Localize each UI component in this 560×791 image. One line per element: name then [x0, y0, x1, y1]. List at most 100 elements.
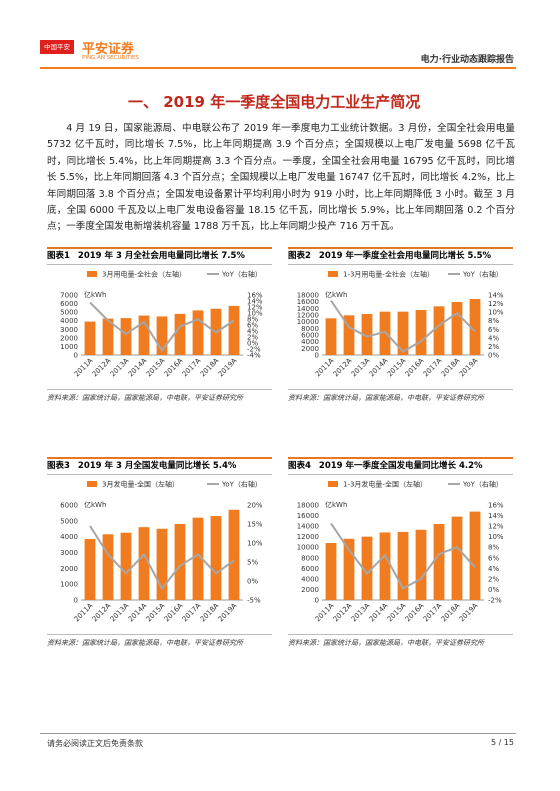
figure: 图表1 2019 年 3 月全社会用电量同比增长 7.5% 3月用电量-全社会（左轴… — [47, 247, 272, 403]
yticks-label: 12000 — [297, 533, 319, 541]
legend-swatch — [328, 271, 338, 277]
y2ticks-label: 0% — [488, 586, 499, 594]
y2ticks-label: 5% — [247, 559, 258, 567]
section-title: 一、 2019 年一季度全国电力工业生产简况 — [128, 93, 421, 111]
y2ticks-label: -2% — [488, 597, 502, 605]
figure-header: 图表3 2019 年 3 月全国发电量同比增长 5.4% — [47, 457, 272, 475]
footer-rule — [40, 733, 516, 734]
yticks-label: 0 — [74, 597, 78, 605]
x-tick-label: 2019A — [217, 357, 239, 379]
chart: 3月发电量-全国（左轴） YoY（右轴） 亿kWh 0 1000 2000 3000 4000… — [60, 480, 263, 624]
y2ticks-label: 0% — [247, 578, 258, 586]
legend-label: 3月用电量-全社会（左轴） — [102, 270, 186, 279]
figure-label: 图表1 — [47, 251, 70, 261]
x-tick-label: 2012A — [91, 357, 113, 379]
yticks-label: 14000 — [297, 305, 319, 313]
y2ticks-label: 6% — [488, 326, 499, 334]
bar — [138, 527, 150, 600]
x-tick-label: 2017A — [181, 357, 203, 379]
yticks-label: 2000 — [301, 586, 319, 594]
chart: 1-3月发电量-全国（左轴） YoY（右轴） 亿kWh 0 2000 4000 6000 80… — [297, 480, 504, 624]
figure-header: 图表1 2019 年 3 月全社会用电量同比增长 7.5% — [47, 247, 272, 265]
x-tick-label: 2012A — [332, 602, 354, 624]
x-tick-label: 2017A — [422, 357, 444, 379]
line — [89, 525, 235, 591]
bar — [397, 311, 409, 355]
y-axis-unit: 亿kWh — [84, 500, 106, 509]
y-axis-unit: 亿kWh — [325, 290, 347, 299]
line — [89, 301, 235, 353]
x-tick-label: 2014A — [127, 602, 149, 624]
x-tick-label: 2019A — [458, 357, 480, 379]
x-tick-label: 2016A — [404, 602, 426, 624]
paragraph: 4 月 19 日，国家能源局、中电联公布了 2019 年一季度电力工业统计数据。… — [47, 123, 515, 233]
figure-title: 2019 年一季度全社会用电量同比增长 5.5% — [318, 251, 492, 261]
yticks-label: 7000 — [60, 292, 78, 300]
y2ticks-label: 12% — [488, 300, 504, 308]
x-tick-label: 2015A — [386, 602, 408, 624]
bar — [469, 299, 481, 355]
bar — [156, 528, 168, 600]
line — [330, 522, 476, 590]
bar — [361, 314, 373, 355]
figure-header: 图表2 2019 年一季度全社会用电量同比增长 5.5% — [288, 247, 513, 265]
y2ticks-label: 0% — [247, 340, 258, 348]
y2ticks-label: 12% — [247, 304, 263, 312]
figure-label: 图表2 — [288, 251, 311, 261]
yticks-label: 5000 — [60, 517, 78, 525]
x-tick-label: 2016A — [163, 357, 185, 379]
x-tick-label: 2011A — [314, 602, 336, 624]
y2ticks-label: 2% — [488, 575, 499, 583]
x-tick-label: 2013A — [109, 602, 131, 624]
page-number: 5 / 15 — [490, 738, 514, 747]
bar — [102, 534, 114, 600]
yticks-label: 10000 — [297, 544, 319, 552]
y2ticks-label: 14% — [488, 512, 504, 520]
yticks-label: 0 — [315, 352, 319, 360]
source: 资料来源：国家统计局，国家能源局，中电联，平安证券研究所 — [47, 389, 272, 403]
brand: 平安证券 — [82, 42, 135, 57]
legend-label: YoY（右轴） — [462, 270, 503, 279]
x-tick-label: 2014A — [368, 602, 390, 624]
yticks-label: 14000 — [297, 523, 319, 531]
x-tick-label: 2016A — [163, 602, 185, 624]
x-tick-label: 2015A — [145, 602, 167, 624]
brand-en: PING AN SECURITIES — [82, 55, 139, 61]
header-rule — [40, 67, 516, 69]
x-tick-label: 2019A — [217, 602, 239, 624]
bar — [156, 316, 168, 355]
yticks-label: 6000 — [301, 332, 319, 340]
y2ticks-label: 10% — [247, 310, 263, 318]
yticks-label: 4000 — [301, 338, 319, 346]
bar — [228, 305, 240, 355]
y2ticks-label: 14% — [488, 292, 504, 300]
x-tick-label: 2015A — [386, 357, 408, 379]
bar — [102, 318, 114, 355]
y2ticks-label: 0% — [488, 352, 499, 360]
chart: 3月用电量-全社会（左轴） YoY（右轴） 亿kWh 0100020003000400… — [60, 270, 263, 379]
yticks-label: 16000 — [297, 298, 319, 306]
figure: 图表4 2019 年一季度全国发电量同比增长 4.2% 1-3月发电量-全国（左轴）… — [288, 457, 513, 648]
y2ticks-label: 4% — [488, 334, 499, 342]
y2ticks-label: 8% — [488, 317, 499, 325]
disclaimer: 请务必阅读正文后免责条款 — [47, 739, 143, 748]
yticks-label: 16000 — [297, 512, 319, 520]
source: 资料来源：国家统计局，国家能源局，中电联，平安证券研究所 — [288, 389, 513, 403]
figure: 图表2 2019 年一季度全社会用电量同比增长 5.5% 1-3月用电量-全社会（左… — [288, 247, 513, 403]
yticks-label: 1000 — [60, 581, 78, 589]
yticks-label: 6000 — [301, 565, 319, 573]
bar — [120, 532, 132, 600]
x-tick-label: 2015A — [145, 357, 167, 379]
y2ticks-label: 6% — [247, 322, 258, 330]
x-tick-label: 2011A — [314, 357, 336, 379]
figure-title: 2019 年一季度全国发电量同比增长 4.2% — [318, 461, 483, 471]
report-name: 电力·行业动态跟踪报告 — [420, 55, 514, 65]
source: 资料来源：国家统计局，国家能源局，中电联，平安证券研究所 — [288, 634, 513, 648]
logo: 中国平安 — [40, 40, 74, 54]
x-tick-label: 2018A — [199, 357, 221, 379]
y2ticks-label: 4% — [488, 565, 499, 573]
legend-swatch — [87, 481, 97, 487]
y-axis-unit: 亿kWh — [84, 290, 106, 299]
bar — [361, 536, 373, 600]
yticks-label: 5000 — [60, 309, 78, 317]
